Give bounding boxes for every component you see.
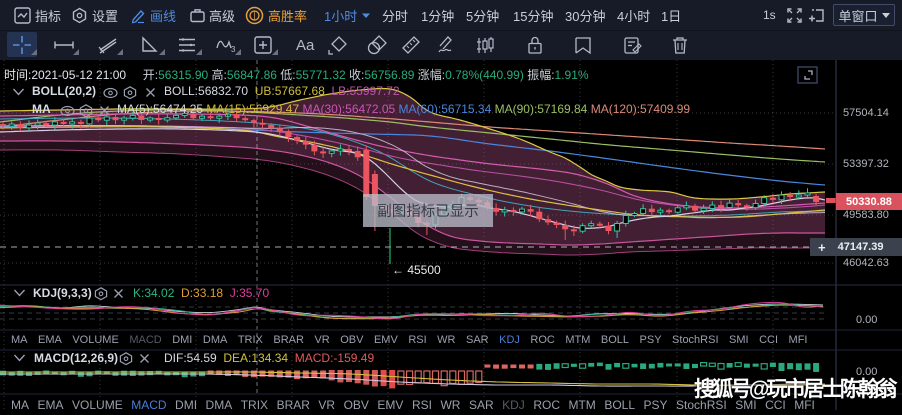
svg-text:Aa: Aa — [296, 37, 315, 54]
svg-text:3: 3 — [231, 45, 236, 54]
